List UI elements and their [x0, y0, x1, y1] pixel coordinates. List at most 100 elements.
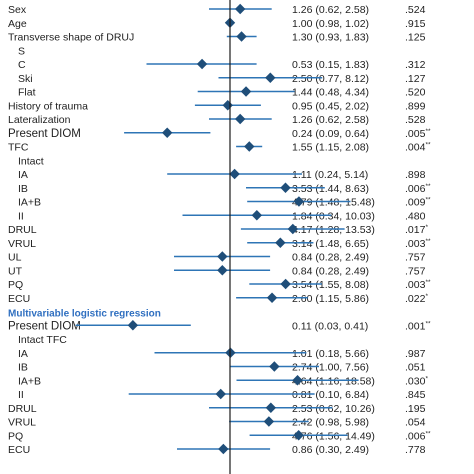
p-value-number: .757 — [405, 265, 426, 277]
p-value: .127 — [405, 73, 426, 85]
ci-text: 4.76 (1.56, 14.49) — [292, 430, 375, 442]
p-value-number: .006 — [405, 430, 426, 442]
row-label: PQ — [8, 430, 23, 442]
significance-mark: ** — [425, 197, 431, 204]
row-label: IB — [18, 183, 28, 195]
row-label: IA — [18, 169, 28, 181]
odds-ratio-marker — [275, 237, 286, 248]
p-value-column: .524.915.125.312.127.520.899.528.005**.0… — [405, 4, 431, 456]
odds-ratio-marker — [236, 31, 247, 42]
row-label: II — [18, 389, 24, 401]
p-value-number: .022 — [405, 293, 426, 305]
p-value-number: .778 — [405, 444, 426, 456]
odds-ratio-marker — [215, 388, 226, 400]
p-value-number: .003 — [405, 238, 426, 250]
row-label: Transverse shape of DRUJ — [8, 32, 134, 44]
significance-mark: ** — [425, 142, 431, 149]
odds-ratio-marker — [217, 251, 228, 262]
ci-text: 2.50 (0.77, 8.12) — [292, 73, 369, 85]
row-label: History of trauma — [8, 100, 88, 112]
odds-ratio-marker — [240, 86, 252, 97]
row-label: IA+B — [18, 375, 41, 387]
p-value-number: .001 — [405, 320, 426, 332]
ci-text: 1.55 (1.15, 2.08) — [292, 142, 369, 154]
row-label: IA — [18, 348, 28, 360]
ci-text: 1.44 (0.48, 4.34) — [292, 87, 369, 99]
p-value: .757 — [405, 252, 426, 264]
odds-ratio-marker — [287, 223, 299, 235]
ci-text: 0.53 (0.15, 1.83) — [292, 59, 369, 71]
ci-text: 3.54 (1.55, 8.08) — [292, 279, 369, 291]
odds-ratio-marker — [293, 196, 305, 207]
ci-text: 0.81 (0.10, 6.84) — [292, 389, 369, 401]
p-value-number: .898 — [405, 169, 426, 181]
odds-ratio-marker — [266, 292, 278, 303]
row-label: VRUL — [8, 238, 36, 250]
row-label: Intact TFC — [18, 334, 67, 346]
ci-text: 1.26 (0.62, 2.58) — [292, 114, 369, 126]
p-value: .001** — [405, 320, 431, 332]
p-value: .987 — [405, 348, 426, 360]
odds-ratio-marker — [280, 278, 291, 290]
p-value-number: .480 — [405, 210, 426, 222]
row-label: DRUL — [8, 403, 37, 415]
row-label: IA+B — [18, 197, 41, 209]
ci-column: 1.26 (0.62, 2.58) 1.00 (0.98, 1.02) 1.30 (… — [292, 4, 375, 456]
odds-ratio-marker — [265, 72, 276, 83]
ci-text: 2.74 (1.00, 7.56) — [292, 362, 369, 374]
odds-ratio-marker — [234, 113, 246, 125]
p-value: .195 — [405, 403, 426, 415]
row-label: PQ — [8, 279, 23, 291]
ci-text: 4.64 (1.16, 18.58) — [292, 375, 375, 387]
p-value: .757 — [405, 265, 426, 277]
odds-ratio-marker — [280, 182, 291, 193]
row-label: Ski — [18, 73, 33, 85]
p-value-number: .054 — [405, 417, 426, 429]
odds-ratio-marker — [234, 3, 246, 15]
row-label: VRUL — [8, 417, 36, 429]
row-label: Age — [8, 18, 27, 30]
p-value-number: .899 — [405, 100, 426, 112]
ci-text: 4.17 (1.28, 13.53) — [292, 224, 375, 236]
row-label: UT — [8, 265, 23, 277]
ci-text: 0.84 (0.28, 2.49) — [292, 265, 369, 277]
significance-mark: ** — [425, 279, 431, 286]
row-label: ECU — [8, 293, 30, 305]
row-label: Sex — [8, 4, 27, 16]
odds-ratio-marker — [292, 375, 303, 386]
ci-text: 2.42 (0.98, 5.98) — [292, 417, 369, 429]
p-value: .054 — [405, 417, 426, 429]
p-value-number: .528 — [405, 114, 426, 126]
row-label: ECU — [8, 444, 30, 456]
odds-ratio-marker — [222, 100, 233, 111]
p-value-number: .520 — [405, 87, 426, 99]
ci-text: 3.53 (1.44, 8.63) — [292, 183, 369, 195]
ci-text: 0.24 (0.09, 0.64) — [292, 128, 369, 140]
row-label: UL — [8, 252, 22, 264]
p-value: .004** — [405, 142, 431, 154]
significance-mark: ** — [425, 320, 431, 327]
odds-ratio-marker — [217, 265, 228, 276]
p-value: .003** — [405, 279, 431, 291]
odds-ratio-marker — [251, 210, 263, 221]
p-value-number: .987 — [405, 348, 426, 360]
ci-text: 0.95 (0.45, 2.02) — [292, 100, 369, 112]
p-value-number: .006 — [405, 183, 426, 195]
p-value: .898 — [405, 169, 426, 181]
ci-text: 4.79 (1.48, 15.48) — [292, 197, 375, 209]
p-value-number: .127 — [405, 73, 426, 85]
significance-mark: ** — [425, 430, 431, 437]
odds-ratio-marker — [196, 58, 208, 70]
significance-mark: * — [425, 375, 428, 382]
odds-ratio-marker — [127, 320, 139, 331]
p-value-number: .005 — [405, 128, 426, 140]
ci-text: 1.84 (0.34, 10.03) — [292, 210, 375, 222]
row-label: Present DIOM — [8, 320, 81, 332]
row-label: TFC — [8, 142, 29, 154]
significance-mark: ** — [425, 128, 431, 135]
ci-text: 0.11 (0.03, 0.41) — [292, 320, 368, 332]
odds-ratio-marker — [269, 361, 280, 372]
ci-text: 2.53 (0.62, 10.26) — [292, 403, 375, 415]
p-value: .017* — [405, 224, 428, 236]
